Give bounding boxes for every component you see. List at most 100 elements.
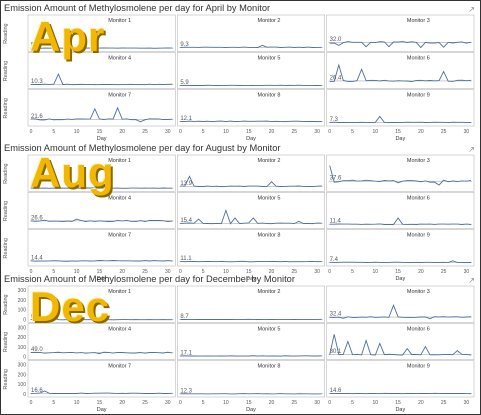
expand-icon[interactable]: ↗ xyxy=(468,145,475,154)
x-tick-label: 0 xyxy=(179,400,182,406)
monitor-label: Monitor 8 xyxy=(258,364,281,370)
section-dec: Emission Amount of Methylosmolene per da… xyxy=(0,274,481,412)
x-axis-label: Day xyxy=(246,136,256,141)
x-tick-label: 15 xyxy=(246,400,252,406)
reference-value: 10.3 xyxy=(31,79,43,85)
x-tick-label: 0 xyxy=(30,269,33,275)
x-tick-label: 30 xyxy=(464,269,470,275)
reference-value: 7.4 xyxy=(330,257,339,263)
monitor-label: Monitor 3 xyxy=(407,18,430,24)
panel-border xyxy=(27,89,176,127)
panel-7: Monitor 7 16.6 xyxy=(27,360,176,398)
x-tick-label: 0 xyxy=(328,400,331,406)
monitor-label: Monitor 4 xyxy=(108,326,131,332)
monitor-label: Monitor 6 xyxy=(407,195,430,201)
x-tick-label: 5 xyxy=(351,269,354,275)
section-title: Emission Amount of Methylosmolene per da… xyxy=(4,3,271,13)
panel-border xyxy=(326,285,475,323)
section-apr: Emission Amount of Methylosmolene per da… xyxy=(0,3,481,141)
reference-value: 9.3 xyxy=(180,42,189,48)
x-tick-label: 20 xyxy=(119,400,125,406)
panel-9: Monitor 9 7.4 xyxy=(326,229,475,267)
reference-value: 5.9 xyxy=(180,80,189,86)
x-tick-label: 30 xyxy=(464,129,470,135)
month-label: Dec xyxy=(30,283,111,330)
reference-value: 11.1 xyxy=(180,256,192,262)
y-tick-label: 0 xyxy=(23,317,26,323)
series-line xyxy=(329,334,472,356)
reference-value: 5.5 xyxy=(31,183,40,189)
panel-6: Monitor 6 26.4 xyxy=(326,52,475,89)
panel-8: Monitor 8 11.1 xyxy=(177,229,325,267)
panel-border xyxy=(177,229,325,267)
reference-value: 14.4 xyxy=(31,255,43,261)
panel-border xyxy=(326,323,475,360)
x-tick-label: 5 xyxy=(52,269,55,275)
panel-1: Monitor 1 6.4 xyxy=(27,285,176,323)
expand-icon[interactable]: ↗ xyxy=(468,276,475,285)
panel-border xyxy=(177,323,325,360)
series-line xyxy=(30,260,173,262)
monitor-label: Monitor 8 xyxy=(258,93,281,99)
x-tick-label: 0 xyxy=(328,129,331,135)
x-tick-label: 20 xyxy=(119,129,125,135)
reference-value: 14.6 xyxy=(330,388,342,394)
monitor-label: Monitor 5 xyxy=(258,326,281,332)
x-axis-label: Day xyxy=(97,136,107,141)
panel-border xyxy=(177,285,325,323)
x-tick-label: 15 xyxy=(246,129,252,135)
panel-border xyxy=(27,360,176,398)
y-axis-label: Reading xyxy=(3,61,9,82)
series-line xyxy=(329,260,472,264)
panel-5: Monitor 5 5.9 xyxy=(177,52,325,89)
panel-border xyxy=(326,52,475,89)
panel-7: Monitor 7 14.4 xyxy=(27,229,176,267)
x-tick-label: 20 xyxy=(418,269,424,275)
x-tick-label: 25 xyxy=(441,129,447,135)
reference-value: 32.0 xyxy=(330,37,342,43)
x-tick-label: 5 xyxy=(202,400,205,406)
section-title: Emission Amount of Methylosmolene per da… xyxy=(4,274,295,284)
x-tick-label: 20 xyxy=(269,129,275,135)
series-line xyxy=(329,115,472,124)
x-tick-label: 5 xyxy=(202,129,205,135)
monitor-label: Monitor 1 xyxy=(108,289,131,295)
panel-border xyxy=(177,89,325,127)
y-axis-label: Reading xyxy=(3,98,9,119)
panel-border xyxy=(177,360,325,398)
monitor-label: Monitor 5 xyxy=(258,55,281,61)
x-tick-label: 20 xyxy=(119,269,125,275)
series-line xyxy=(30,106,173,123)
panel-5: Monitor 5 15.4 xyxy=(177,192,325,229)
panel-border xyxy=(326,229,475,267)
panel-5: Monitor 5 17.1 xyxy=(177,323,325,360)
x-tick-label: 5 xyxy=(351,129,354,135)
panel-1: Monitor 1 5.6 xyxy=(27,14,176,52)
x-axis-label: Day xyxy=(395,276,405,281)
x-tick-label: 30 xyxy=(464,400,470,406)
reference-value: 11.4 xyxy=(330,219,342,225)
panel-8: Monitor 8 12.3 xyxy=(177,360,325,398)
monitor-label: Monitor 1 xyxy=(108,158,131,164)
reference-value: 49.0 xyxy=(31,347,43,353)
monitor-label: Monitor 8 xyxy=(258,233,281,239)
series-line xyxy=(180,175,322,188)
expand-icon[interactable]: ↗ xyxy=(468,5,475,14)
x-axis-label: Day xyxy=(246,407,256,412)
monitor-label: Monitor 7 xyxy=(108,233,131,239)
reference-value: 12.3 xyxy=(180,388,192,394)
x-tick-label: 15 xyxy=(97,269,103,275)
monitor-label: Monitor 7 xyxy=(108,364,131,370)
x-tick-label: 25 xyxy=(441,269,447,275)
reference-value: 32.4 xyxy=(330,312,342,318)
section-aug: Emission Amount of Methylosmolene per da… xyxy=(0,143,481,281)
panel-1: Monitor 1 5.5 xyxy=(27,154,176,192)
panel-border xyxy=(326,89,475,127)
series-line xyxy=(329,303,472,320)
reference-value: 30.1 xyxy=(330,349,342,355)
x-tick-label: 30 xyxy=(314,400,320,406)
x-tick-label: 15 xyxy=(395,269,401,275)
monitor-label: Monitor 7 xyxy=(108,93,131,99)
panel-border xyxy=(177,52,325,89)
